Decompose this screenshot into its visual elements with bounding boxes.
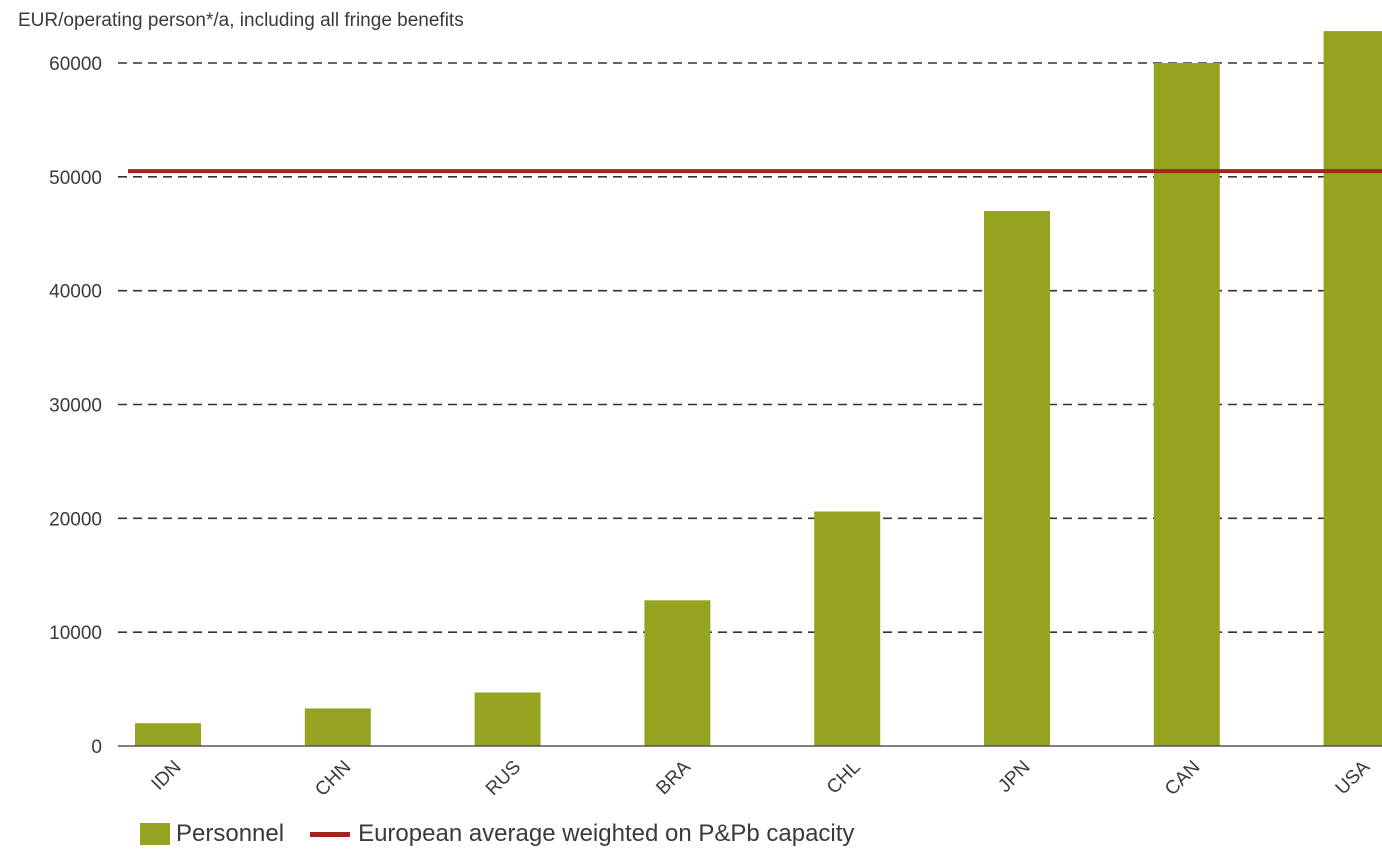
x-tick-labels: IDN CHN RUS BRA CHL JPN CAN USA [148, 756, 1375, 800]
bars [135, 31, 1382, 747]
legend-label-personnel: Personnel [176, 820, 285, 847]
y-tick-label: 30000 [49, 396, 102, 417]
x-tick-label: USA [1332, 756, 1375, 799]
legend: Personnel European average weighted on P… [140, 820, 880, 848]
y-tick-label: 0 [91, 737, 102, 758]
legend-item-european-average: European average weighted on P&Pb capaci… [310, 820, 854, 848]
legend-label-european-average: European average weighted on P&Pb capaci… [358, 820, 855, 847]
bar-usa [1323, 31, 1382, 747]
bar-bra [644, 600, 711, 746]
x-tick-label: CAN [1161, 757, 1204, 800]
bar-rus [474, 692, 541, 746]
y-tick-labels: 0 10000 20000 30000 40000 50000 60000 [49, 54, 102, 758]
x-tick-label: CHL [823, 757, 865, 799]
bar-can [1153, 63, 1220, 746]
y-tick-label: 60000 [49, 54, 102, 75]
x-tick-label: IDN [148, 757, 186, 795]
legend-swatch-personnel [140, 823, 170, 845]
legend-item-personnel: Personnel [140, 820, 284, 848]
y-tick-label: 10000 [49, 623, 102, 644]
bar-jpn [984, 210, 1050, 746]
y-tick-label: 40000 [49, 282, 102, 303]
bar-chl [814, 511, 881, 746]
y-tick-label: 20000 [49, 509, 102, 530]
x-tick-label: RUS [482, 757, 525, 800]
bar-chn [304, 708, 371, 746]
x-tick-label: JPN [994, 757, 1034, 797]
x-tick-label: BRA [652, 756, 695, 799]
legend-swatch-european-average [310, 831, 351, 837]
bar-idn [135, 723, 201, 746]
y-axis-title: EUR/operating person*/a, including all f… [18, 10, 464, 31]
y-tick-label: 50000 [49, 168, 102, 189]
x-tick-label: CHN [311, 757, 355, 801]
